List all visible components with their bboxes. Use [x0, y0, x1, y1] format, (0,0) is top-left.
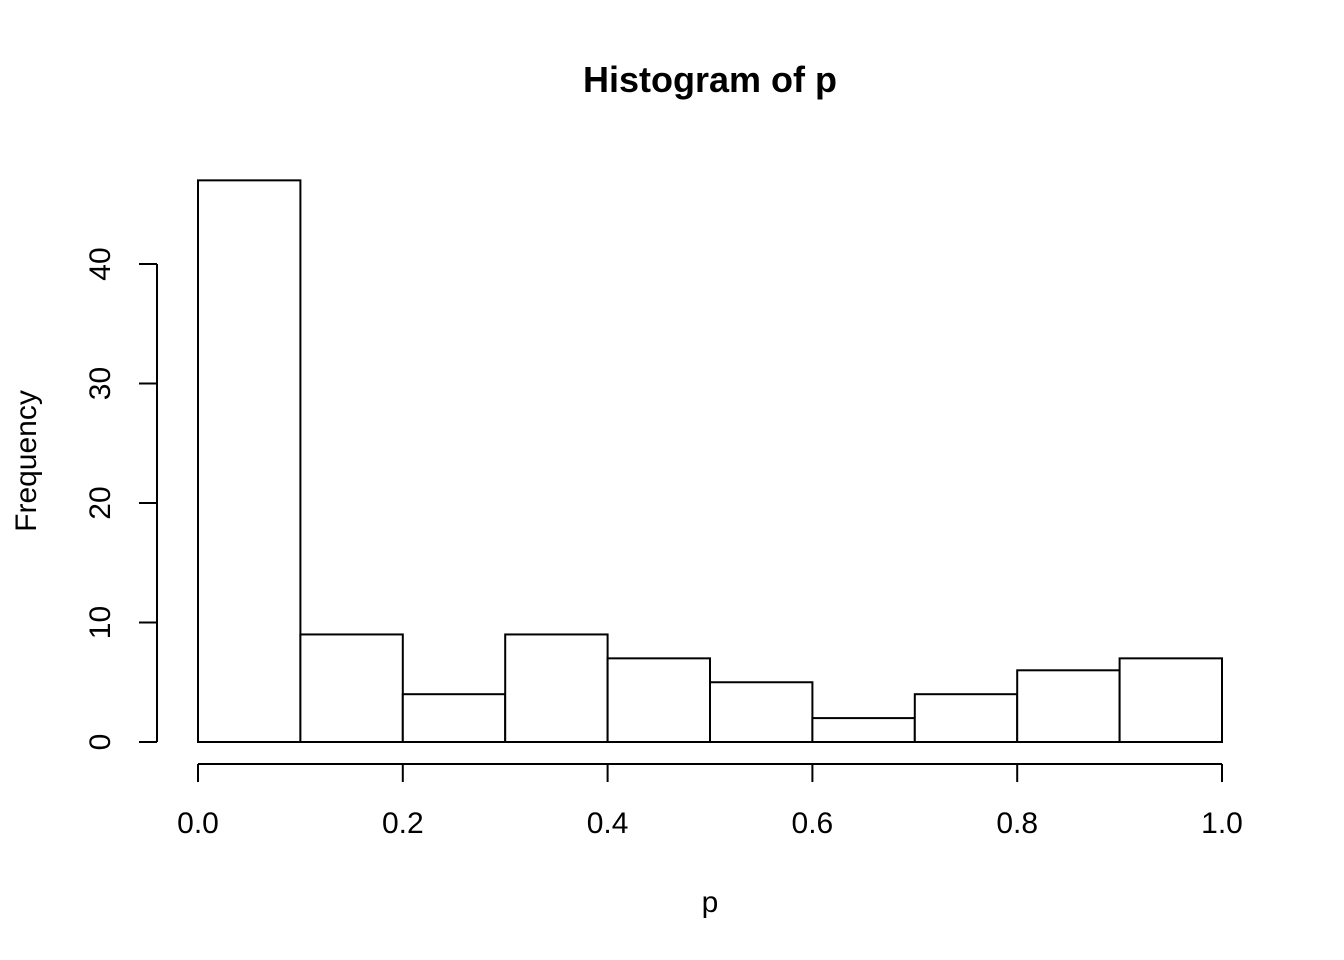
chart-title: Histogram of p [583, 59, 837, 100]
histogram-bar [299, 633, 404, 744]
histogram-bar [1118, 657, 1223, 743]
histogram-bar [197, 179, 302, 744]
y-tick-label: 40 [84, 247, 117, 280]
y-tick-label: 30 [84, 367, 117, 400]
x-axis-label: p [702, 886, 719, 919]
histogram-bar [1016, 669, 1121, 743]
histogram-bar [504, 633, 609, 744]
y-axis: 0 10 20 30 40 [84, 247, 158, 751]
y-axis-label: Frequency [10, 390, 43, 532]
x-tick-label: 0.0 [177, 807, 219, 840]
histogram-bar [401, 693, 507, 744]
bars-group [197, 179, 1223, 744]
histogram-bar [811, 717, 916, 743]
x-tick-label: 0.6 [792, 807, 834, 840]
x-axis: 0.0 0.2 0.4 0.6 0.8 1.0 [177, 763, 1243, 840]
x-tick-label: 0.4 [587, 807, 629, 840]
histogram-bar [709, 681, 814, 743]
histogram-bar [913, 693, 1019, 744]
y-tick-label: 20 [84, 486, 117, 519]
x-tick-label: 1.0 [1201, 807, 1243, 840]
x-tick-label: 0.2 [382, 807, 424, 840]
y-tick-label: 0 [84, 734, 117, 751]
x-tick-label: 0.8 [996, 807, 1038, 840]
y-tick-label: 10 [84, 606, 117, 639]
histogram-bar [606, 657, 711, 743]
